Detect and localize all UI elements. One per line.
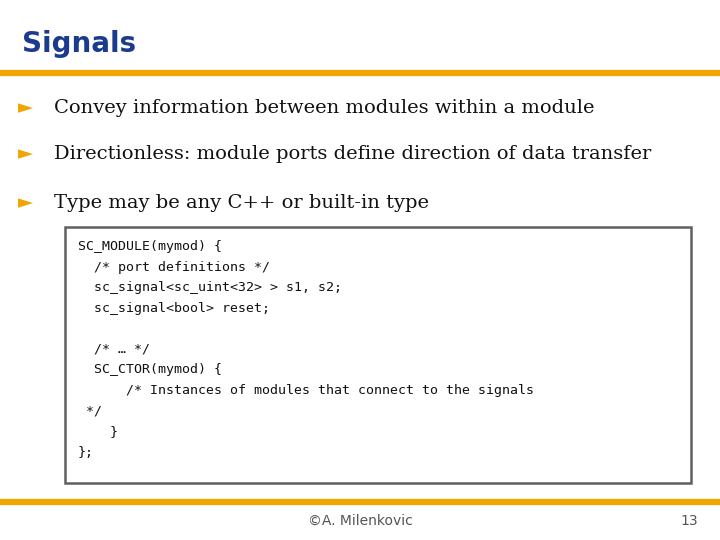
Text: Type may be any C++ or built-in type: Type may be any C++ or built-in type xyxy=(54,193,429,212)
Text: Signals: Signals xyxy=(22,30,136,58)
Text: ©A. Milenkovic: ©A. Milenkovic xyxy=(307,514,413,528)
Text: /* port definitions */: /* port definitions */ xyxy=(78,261,270,274)
Text: SC_MODULE(mymod) {: SC_MODULE(mymod) { xyxy=(78,240,222,253)
Text: ►: ► xyxy=(18,193,33,212)
Text: */: */ xyxy=(78,404,102,417)
Text: 13: 13 xyxy=(681,514,698,528)
Text: ►: ► xyxy=(18,144,33,164)
Text: sc_signal<bool> reset;: sc_signal<bool> reset; xyxy=(78,302,270,315)
Text: sc_signal<sc_uint<32> > s1, s2;: sc_signal<sc_uint<32> > s1, s2; xyxy=(78,281,342,294)
Text: Directionless: module ports define direction of data transfer: Directionless: module ports define direc… xyxy=(54,145,652,163)
Text: }: } xyxy=(78,425,118,438)
Text: Convey information between modules within a module: Convey information between modules withi… xyxy=(54,99,595,117)
FancyBboxPatch shape xyxy=(65,227,691,483)
Text: /* Instances of modules that connect to the signals: /* Instances of modules that connect to … xyxy=(78,384,534,397)
Text: SC_CTOR(mymod) {: SC_CTOR(mymod) { xyxy=(78,363,222,376)
Text: /* … */: /* … */ xyxy=(78,343,150,356)
Text: };: }; xyxy=(78,446,94,458)
Text: ►: ► xyxy=(18,98,33,118)
